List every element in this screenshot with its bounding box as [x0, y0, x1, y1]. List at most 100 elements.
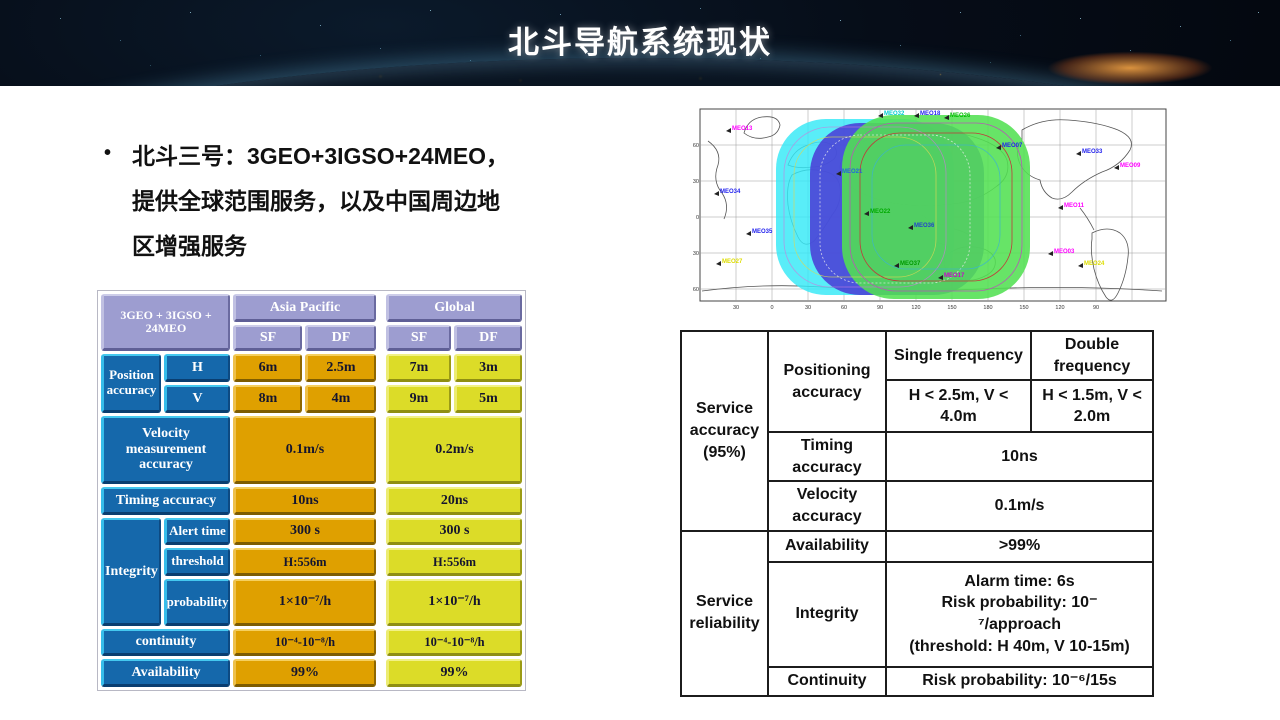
availability-label: Availability	[101, 659, 230, 687]
table-row: Service accuracy (95%) Positioning accur…	[680, 329, 1154, 532]
service-reliability-cell: Service reliability	[680, 529, 769, 697]
availability-cell: Availability	[767, 529, 887, 563]
value-cell: 3m	[454, 354, 522, 382]
integrity-value: Alarm time: 6s Risk probability: 10⁻ ⁷/a…	[885, 560, 1154, 668]
value-cell: 0.1m/s	[233, 416, 376, 484]
svg-text:0: 0	[696, 215, 699, 221]
value-cell: 5m	[454, 385, 522, 413]
gl-df-header: DF	[454, 325, 522, 351]
bullet-marker: •	[104, 142, 112, 164]
satellite-label: MEO35	[752, 229, 773, 235]
value-cell: H:556m	[233, 548, 376, 576]
satellite-label: MEO22	[870, 209, 891, 215]
timing-value: 10ns	[885, 431, 1154, 483]
value-cell: 8m	[233, 385, 302, 413]
timing-accuracy-cell: Timing accuracy	[767, 431, 887, 483]
satellite-label: MEO37	[900, 261, 921, 267]
value-cell: 20ns	[386, 487, 522, 515]
spec-table: Service accuracy (95%) Positioning accur…	[680, 329, 1154, 697]
value-cell: 9m	[386, 385, 451, 413]
svg-text:30: 30	[693, 179, 699, 185]
availability-value: >99%	[885, 529, 1154, 563]
satellite-label: MEO17	[944, 273, 965, 279]
alert-time-label: Alert time	[164, 518, 230, 545]
value-cell: 300 s	[233, 518, 376, 545]
value-cell: 0.2m/s	[386, 416, 522, 484]
svg-text:120: 120	[1055, 305, 1064, 311]
latitude-ticks: 60 30 0 30 60	[693, 143, 699, 293]
positioning-accuracy-cell: Positioning accuracy	[767, 329, 887, 434]
value-cell: 99%	[233, 659, 376, 687]
value-cell: 6m	[233, 354, 302, 382]
value-cell: 1×10⁻⁷/h	[233, 579, 376, 626]
sun-glint-decoration	[1020, 46, 1240, 86]
bullet-list: • 北斗三号：3GEO+3IGSO+24MEO， 提供全球范围服务，以及中国周边…	[104, 134, 649, 269]
svg-text:30: 30	[733, 305, 739, 311]
value-cell: 1×10⁻⁷/h	[386, 579, 522, 626]
satellite-label: MEO26	[950, 113, 971, 119]
coverage-map: MEO13 MEO34 MEO35 MEO27 MEO32 MEO18 MEO2…	[693, 108, 1167, 311]
svg-text:0: 0	[770, 305, 773, 311]
page-title: 北斗导航系统现状	[508, 24, 772, 60]
timing-accuracy-label: Timing accuracy	[101, 487, 230, 515]
continuity-cell: Continuity	[767, 665, 887, 697]
continuity-value: Risk probability: 10⁻⁶/15s	[885, 665, 1154, 697]
table-row: Integrity Alarm time: 6s Risk probabilit…	[681, 560, 1154, 668]
double-frequency-value: H < 1.5m, V < 2.0m	[1030, 379, 1154, 434]
constellation-header-cell: 3GEO + 3IGSO + 24MEO	[101, 294, 230, 351]
satellite-label: MEO18	[920, 111, 941, 117]
value-cell: 10⁻⁴-10⁻⁸/h	[386, 629, 522, 656]
svg-text:120: 120	[911, 305, 920, 311]
table-row: Continuity Risk probability: 10⁻⁶/15s	[681, 665, 1154, 697]
satellite-label: MEO13	[732, 126, 753, 132]
svg-text:30: 30	[693, 251, 699, 257]
svg-text:150: 150	[1019, 305, 1028, 311]
satellite-label: MEO32	[884, 111, 905, 117]
value-cell: 99%	[386, 659, 522, 687]
integrity-label: Integrity	[101, 518, 161, 626]
value-cell: 4m	[305, 385, 376, 413]
longitude-ticks: 30 0 30 60 90 120 150 180 150 120 90	[733, 305, 1099, 311]
probability-label: probability	[164, 579, 230, 626]
svg-text:90: 90	[1093, 305, 1099, 311]
svg-text:150: 150	[947, 305, 956, 311]
integrity-cell: Integrity	[767, 560, 887, 668]
satellite-label: MEO09	[1120, 163, 1141, 169]
svg-text:60: 60	[841, 305, 847, 311]
svg-text:30: 30	[805, 305, 811, 311]
performance-table: 3GEO + 3IGSO + 24MEO Asia Pacific Global…	[97, 290, 526, 691]
h-label: H	[164, 354, 230, 382]
service-accuracy-cell: Service accuracy (95%)	[680, 330, 769, 532]
continuity-label: continuity	[101, 629, 230, 656]
svg-text:90: 90	[877, 305, 883, 311]
coverage-contours	[783, 122, 1023, 292]
satellite-label: MEO27	[722, 259, 743, 265]
value-cell: H:556m	[386, 548, 522, 576]
single-frequency-header: Single frequency	[885, 329, 1032, 382]
ap-sf-header: SF	[233, 325, 302, 351]
bullet-item: • 北斗三号：3GEO+3IGSO+24MEO， 提供全球范围服务，以及中国周边…	[104, 134, 649, 269]
svg-text:60: 60	[693, 287, 699, 293]
value-cell: 10ns	[233, 487, 376, 515]
slide-header: 北斗导航系统现状	[0, 0, 1280, 86]
satellite-label: MEO11	[1064, 203, 1085, 209]
satellite-label: MEO34	[720, 189, 741, 195]
satellite-labels: MEO13 MEO34 MEO35 MEO27 MEO32 MEO18 MEO2…	[714, 111, 1141, 280]
asia-pacific-header: Asia Pacific	[233, 294, 376, 322]
v-label: V	[164, 385, 230, 413]
satellite-label: MEO33	[1082, 149, 1103, 155]
velocity-accuracy-label: Velocity measurement accuracy	[101, 416, 230, 484]
position-accuracy-label: Position accuracy	[101, 354, 161, 413]
satellite-label: MEO21	[842, 169, 863, 175]
threshold-label: threshold	[164, 548, 230, 576]
ap-df-header: DF	[305, 325, 376, 351]
satellite-label: MEO03	[1054, 249, 1075, 255]
bullet-text: 北斗三号：3GEO+3IGSO+24MEO， 提供全球范围服务，以及中国周边地 …	[132, 143, 510, 259]
table-row: H < 2.5m, V < 4.0m H < 1.5m, V < 2.0m	[681, 379, 1154, 434]
value-cell: 300 s	[386, 518, 522, 545]
table-row: Service reliability Availability >99%	[680, 529, 1154, 697]
single-frequency-value: H < 2.5m, V < 4.0m	[885, 379, 1032, 434]
global-header: Global	[386, 294, 522, 322]
value-cell: 10⁻⁴-10⁻⁸/h	[233, 629, 376, 656]
table-row: Timing accuracy 10ns	[681, 431, 1154, 483]
